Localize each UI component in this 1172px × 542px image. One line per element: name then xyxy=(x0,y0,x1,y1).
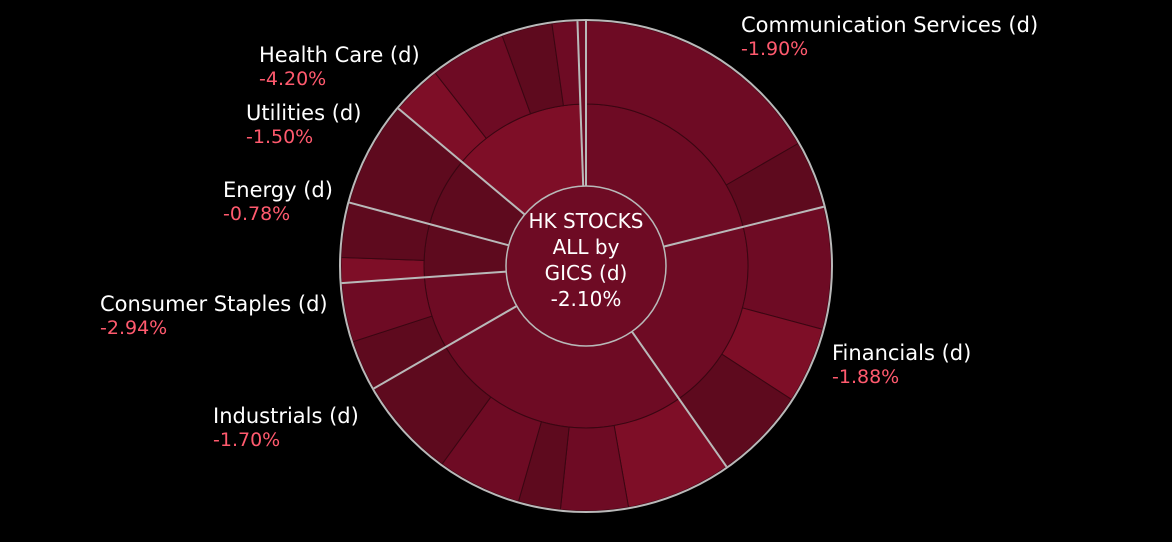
sector-change: -1.70% xyxy=(213,429,281,451)
sector-label-communication-services[interactable]: Communication Services (d) -1.90% xyxy=(741,13,1038,61)
sector-label-health-care[interactable]: Health Care (d) -4.20% xyxy=(259,43,420,91)
sector-label-utilities[interactable]: Utilities (d) -1.50% xyxy=(246,101,361,149)
sector-name: Industrials (d) xyxy=(213,404,359,428)
sector-divider-7 xyxy=(397,107,526,216)
sector-change: -1.88% xyxy=(832,366,900,388)
sector-change: -4.20% xyxy=(259,68,327,90)
sector-name: Energy (d) xyxy=(223,178,333,202)
sector-label-industrials[interactable]: Industrials (d) -1.70% xyxy=(213,404,359,452)
sector-name: Health Care (d) xyxy=(259,43,420,67)
center-value: -2.10% xyxy=(550,287,622,311)
sector-change: -0.78% xyxy=(223,203,291,225)
sector-divider-8 xyxy=(576,21,585,187)
sector-label-financials[interactable]: Financials (d) -1.88% xyxy=(832,341,971,389)
sector-divider-3 xyxy=(631,330,728,468)
center-line-3: GICS (d) xyxy=(544,261,628,285)
sector-change: -1.90% xyxy=(741,38,809,60)
outer-border xyxy=(339,19,833,513)
sector-change: -1.50% xyxy=(246,126,314,148)
sector-name: Consumer Staples (d) xyxy=(100,292,328,316)
sector-name: Financials (d) xyxy=(832,341,972,365)
chart-center-title: HK STOCKS ALL by GICS (d) -2.10% xyxy=(506,208,666,312)
sector-name: Utilities (d) xyxy=(246,101,362,125)
sector-divider-6 xyxy=(349,201,509,247)
sector-label-consumer-staples[interactable]: Consumer Staples (d) -2.94% xyxy=(100,292,328,340)
sector-divider-2 xyxy=(663,205,824,248)
sector-divider-5 xyxy=(341,270,507,285)
sector-change: -2.94% xyxy=(100,317,168,339)
sector-name: Communication Services (d) xyxy=(741,13,1039,37)
sector-label-energy[interactable]: Energy (d) -0.78% xyxy=(223,178,333,226)
sector-divider-4 xyxy=(373,305,518,390)
center-line-2: ALL by xyxy=(552,235,620,259)
center-line-1: HK STOCKS xyxy=(528,209,644,233)
